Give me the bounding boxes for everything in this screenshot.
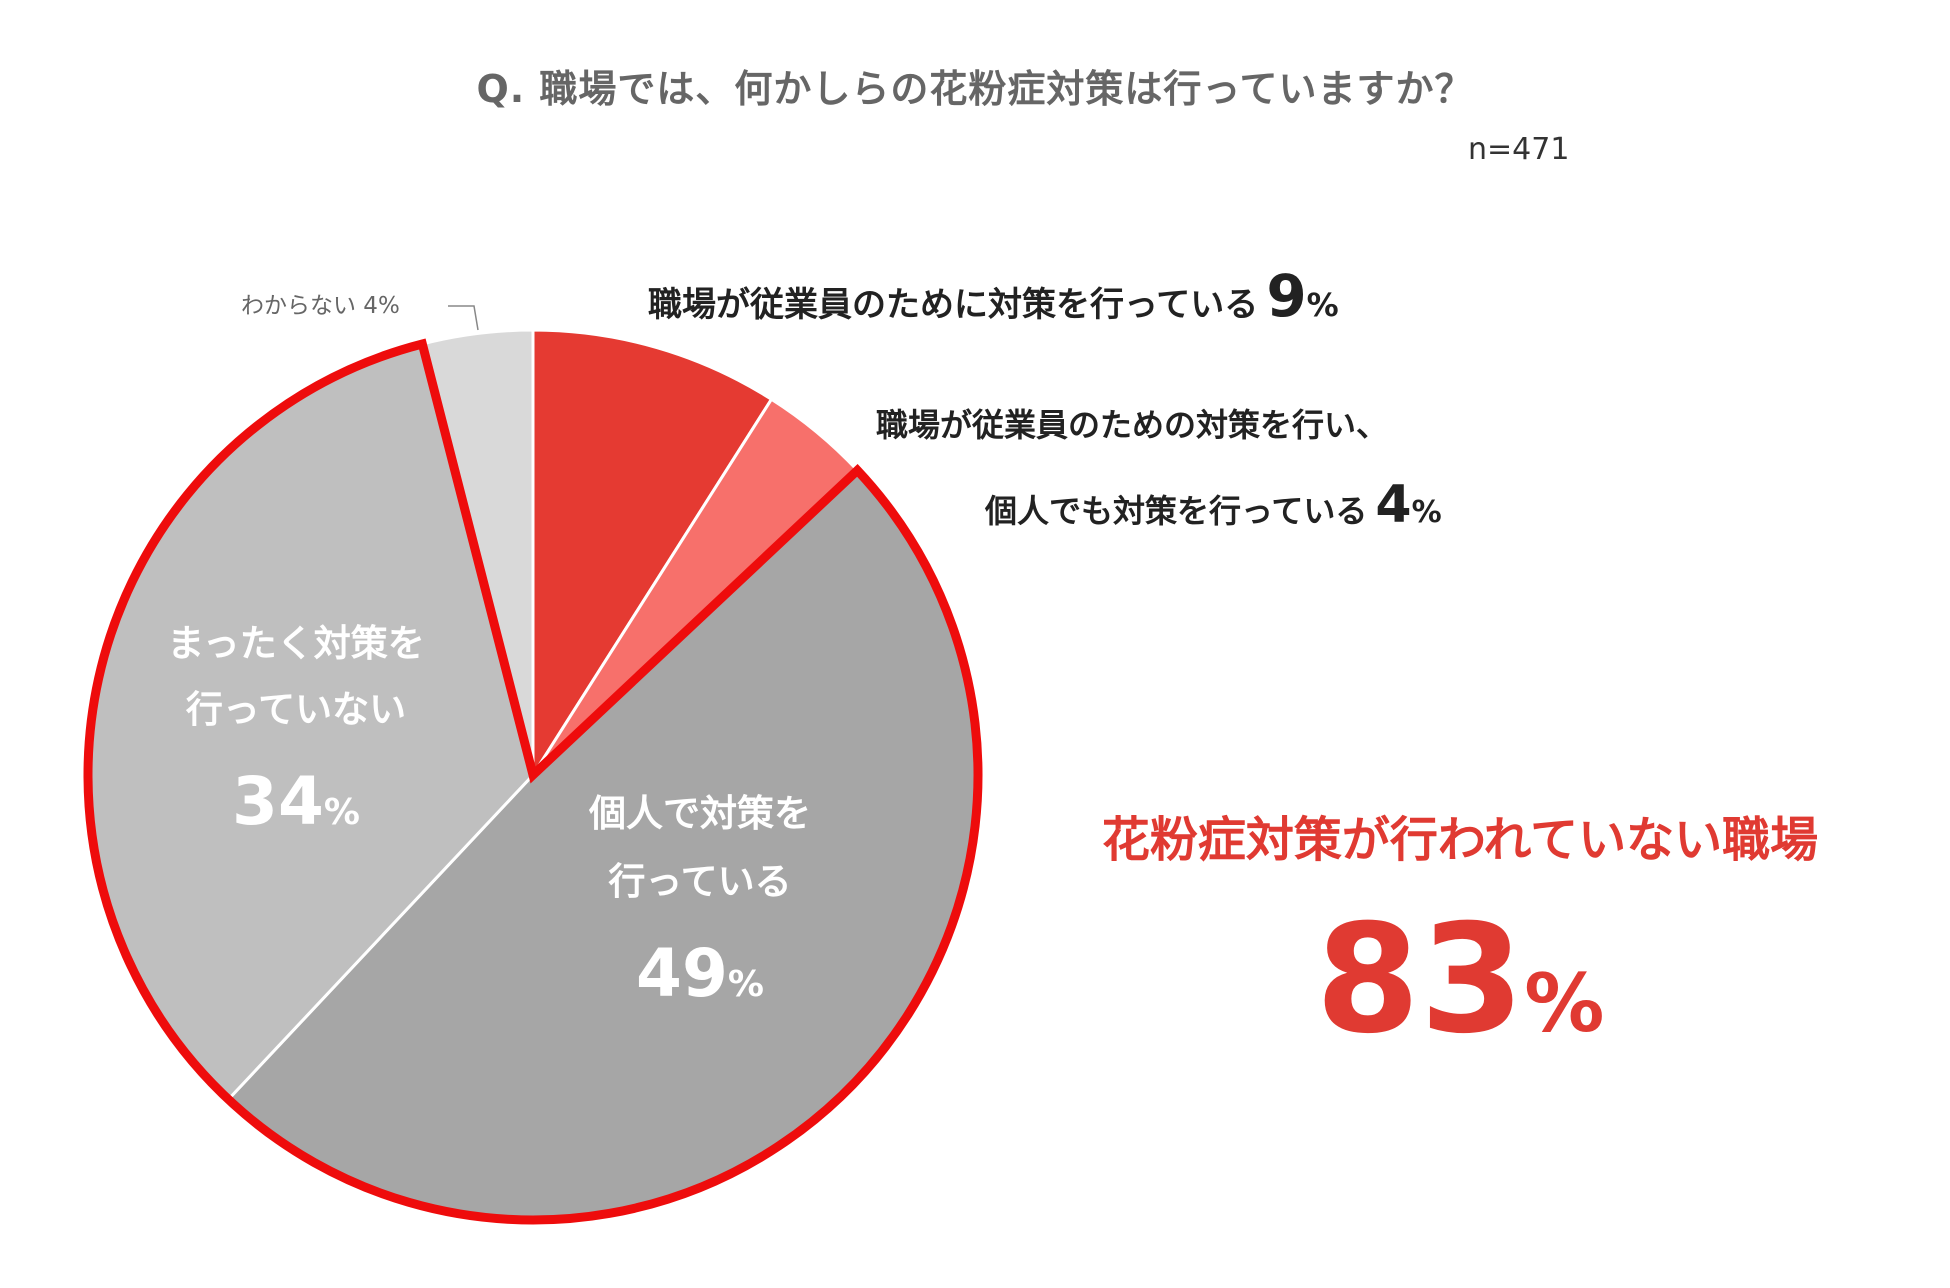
summary-value-number: 83	[1315, 893, 1525, 1067]
slice-unit-workplace: %	[1307, 286, 1339, 324]
slice-workplace	[531, 328, 774, 781]
slice-label-both-line2-text: 個人でも対策を行っている	[984, 492, 1367, 530]
leader-line	[448, 305, 479, 331]
slice-label-none-line2: 行っていない	[186, 688, 406, 731]
sample-size: n=471	[1468, 132, 1570, 167]
slice-value-none-number: 34	[232, 763, 324, 840]
slice-value-both: 4	[1375, 475, 1411, 535]
slice-value-none: 34%	[232, 763, 360, 840]
slice-label-unknown: わからない 4%	[241, 293, 400, 319]
slice-unit-both: %	[1412, 495, 1442, 530]
slice-unit-none: %	[324, 792, 360, 833]
question-title: Q. 職場では、何かしらの花粉症対策は行っていますか？	[476, 67, 1474, 111]
slice-label-both-line2: 個人でも対策を行っている 4%	[984, 475, 1442, 535]
slice-value-individual-number: 49	[636, 935, 728, 1012]
slice-label-individual-line1: 個人で対策を	[588, 792, 811, 835]
summary-title: 花粉症対策が行われていない職場	[1101, 812, 1819, 868]
slice-label-workplace-text: 職場が従業員のために対策を行っている	[648, 285, 1258, 325]
slice-label-none-line1: まったく対策を	[167, 622, 425, 665]
slice-label-both-line1: 職場が従業員のための対策を行い、	[876, 406, 1388, 444]
summary-value: 83%	[1250, 905, 1670, 1079]
slice-label-workplace: 職場が従業員のために対策を行っている 9%	[648, 262, 1339, 330]
highlight-outline	[83, 338, 983, 1225]
slice-value-workplace: 9	[1266, 262, 1306, 330]
slice-value-individual: 49%	[636, 935, 764, 1012]
summary-value-unit: %	[1524, 957, 1605, 1050]
slice-label-individual-line2: 行っている	[608, 860, 791, 903]
slice-unit-individual: %	[728, 964, 764, 1005]
